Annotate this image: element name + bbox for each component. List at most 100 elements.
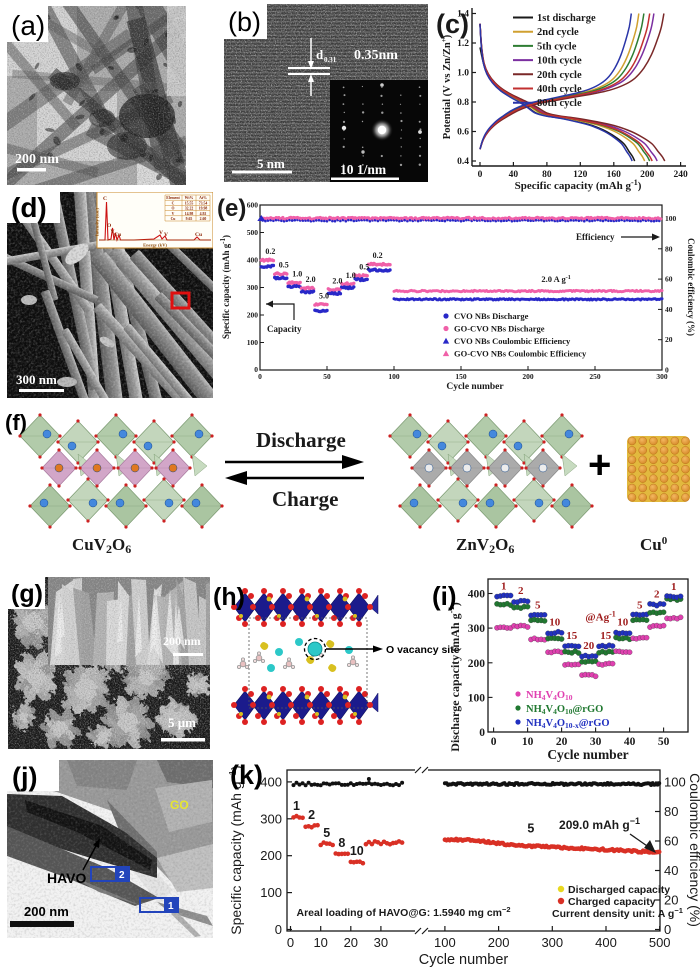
- svg-text:Cu: Cu: [114, 232, 121, 238]
- svg-text:Discharge capacity (mAh g-1): Discharge capacity (mAh g-1): [446, 602, 462, 751]
- svg-text:1: 1: [168, 901, 174, 912]
- svg-text:HAVO: HAVO: [47, 870, 87, 886]
- svg-text:100: 100: [260, 885, 282, 900]
- svg-text:200: 200: [247, 311, 259, 320]
- svg-text:60: 60: [664, 834, 678, 849]
- svg-text:8: 8: [338, 836, 345, 850]
- svg-text:20: 20: [665, 335, 673, 344]
- svg-text:ZnV2O6: ZnV2O6: [456, 535, 514, 556]
- svg-text:240: 240: [673, 170, 688, 180]
- svg-text:0.5: 0.5: [359, 263, 369, 272]
- svg-text:Discharged capacity: Discharged capacity: [568, 884, 670, 896]
- svg-text:400: 400: [260, 774, 282, 789]
- svg-text:10: 10: [522, 736, 534, 748]
- svg-text:2.0 A g-1: 2.0 A g-1: [541, 274, 570, 284]
- svg-text:50: 50: [323, 372, 331, 381]
- svg-text:40: 40: [624, 736, 636, 748]
- svg-text:V: V: [159, 230, 163, 236]
- svg-text:100: 100: [388, 372, 400, 381]
- svg-text:NH4V4O10: NH4V4O10: [526, 690, 573, 702]
- svg-text:100: 100: [434, 935, 456, 950]
- svg-text:(j): (j): [12, 762, 37, 792]
- svg-text:1st discharge: 1st discharge: [537, 13, 596, 24]
- svg-text:500: 500: [649, 935, 671, 950]
- svg-text:10th cycle: 10th cycle: [537, 56, 582, 67]
- svg-text:2: 2: [518, 585, 524, 597]
- svg-text:Areal loading of HAVO@G: 1.594: Areal loading of HAVO@G: 1.5940 mg cm−2: [297, 905, 511, 920]
- svg-text:Efficiency: Efficiency: [576, 232, 615, 242]
- svg-text:1: 1: [293, 799, 300, 813]
- svg-text:NH4V4O10-x@rGO: NH4V4O10-x@rGO: [526, 718, 610, 730]
- svg-text:100: 100: [664, 775, 686, 790]
- svg-text:0: 0: [664, 922, 671, 937]
- svg-text:600: 600: [247, 201, 259, 210]
- svg-text:C: C: [103, 196, 107, 202]
- svg-text:300: 300: [541, 935, 563, 950]
- svg-text:Cycle number: Cycle number: [547, 747, 628, 762]
- svg-text:Specific capacity (mAh g−1): Specific capacity (mAh g−1): [228, 765, 244, 934]
- svg-text:2nd cycle: 2nd cycle: [537, 27, 579, 38]
- svg-text:5: 5: [535, 599, 541, 611]
- svg-text:19.98: 19.98: [199, 207, 208, 211]
- svg-text:O vacancy site: O vacancy site: [386, 644, 460, 656]
- svg-text:5 nm: 5 nm: [257, 156, 285, 171]
- svg-text:Specific capacity (mAh g-1): Specific capacity (mAh g-1): [515, 178, 642, 193]
- svg-text:40th cycle: 40th cycle: [537, 84, 582, 95]
- svg-text:(b): (b): [228, 7, 261, 37]
- svg-text:Cycle number: Cycle number: [419, 952, 509, 968]
- svg-text:(i): (i): [432, 581, 457, 611]
- svg-text:CuV2O6: CuV2O6: [72, 535, 131, 556]
- svg-text:V: V: [111, 229, 115, 235]
- svg-text:V: V: [172, 212, 175, 216]
- svg-text:2.60: 2.60: [200, 217, 207, 221]
- svg-text:0.5: 0.5: [279, 261, 289, 270]
- svg-text:209.0 mAh g−1: 209.0 mAh g−1: [559, 816, 640, 832]
- svg-text:200: 200: [260, 848, 282, 863]
- svg-text:(c): (c): [436, 9, 469, 39]
- svg-text:Intensity (a.u.): Intensity (a.u.): [95, 207, 100, 236]
- svg-text:80: 80: [664, 804, 678, 819]
- svg-text:0: 0: [258, 372, 262, 381]
- svg-text:CVO NBs Discharge: CVO NBs Discharge: [454, 311, 529, 321]
- svg-text:73.54: 73.54: [199, 201, 208, 205]
- svg-text:0.31: 0.31: [324, 56, 337, 64]
- svg-text:Cu: Cu: [171, 217, 177, 221]
- svg-text:20: 20: [556, 736, 568, 748]
- svg-text:2.0: 2.0: [306, 275, 316, 284]
- svg-text:1.0: 1.0: [457, 69, 469, 79]
- svg-text:0: 0: [254, 365, 258, 374]
- svg-text:1.0: 1.0: [346, 271, 356, 280]
- svg-text:(e): (e): [217, 195, 246, 222]
- svg-text:GO-CVO NBs Discharge: GO-CVO NBs Discharge: [454, 324, 545, 334]
- svg-text:30: 30: [590, 736, 602, 748]
- svg-text:At%: At%: [199, 196, 207, 200]
- svg-text:Cu0: Cu0: [640, 535, 668, 554]
- svg-text:200: 200: [522, 372, 534, 381]
- svg-text:10: 10: [549, 617, 561, 629]
- svg-text:80: 80: [665, 244, 673, 253]
- svg-text:(a): (a): [11, 10, 45, 41]
- svg-text:300: 300: [656, 372, 668, 381]
- svg-text:9.65: 9.65: [186, 217, 193, 221]
- svg-text:Element: Element: [166, 196, 180, 200]
- svg-text:Wt%: Wt%: [185, 196, 194, 200]
- svg-text:0: 0: [287, 935, 294, 950]
- svg-text:5: 5: [323, 826, 330, 840]
- svg-text:5: 5: [637, 599, 643, 611]
- svg-text:20: 20: [583, 640, 595, 652]
- svg-text:Current density unit: A g−1: Current density unit: A g−1: [552, 906, 683, 921]
- svg-text:200: 200: [488, 935, 510, 950]
- svg-text:5th cycle: 5th cycle: [537, 41, 577, 52]
- svg-text:80: 80: [542, 170, 552, 180]
- svg-text:400: 400: [595, 935, 617, 950]
- svg-text:Charge: Charge: [272, 487, 339, 511]
- svg-text:1.0: 1.0: [292, 269, 302, 278]
- svg-text:2.0: 2.0: [332, 276, 342, 285]
- svg-text:0.2: 0.2: [265, 247, 275, 256]
- svg-text:200: 200: [640, 170, 655, 180]
- svg-text:4.92: 4.92: [200, 212, 207, 216]
- svg-text:2: 2: [654, 589, 660, 601]
- svg-text:15: 15: [600, 630, 612, 642]
- svg-text:Charged capacity: Charged capacity: [568, 896, 656, 908]
- svg-text:40: 40: [509, 170, 519, 180]
